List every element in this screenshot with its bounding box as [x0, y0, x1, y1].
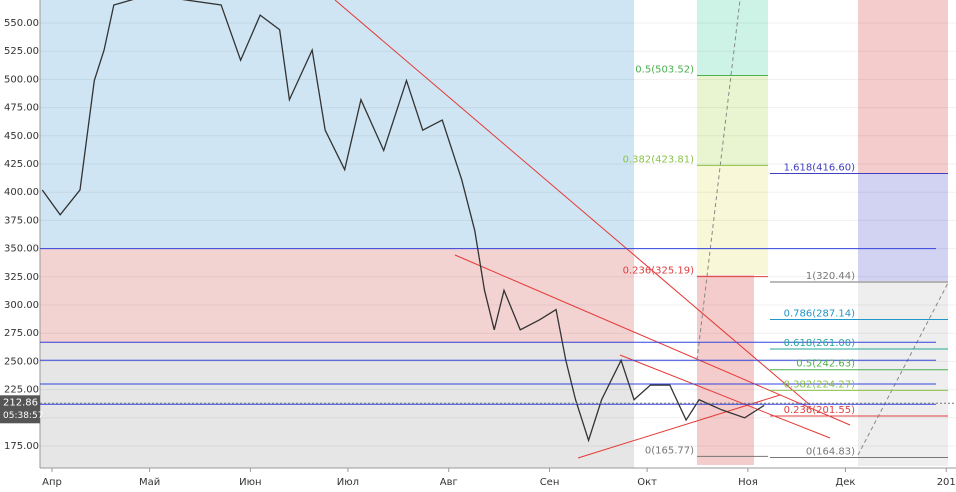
fib-label: 1.618(416.60)	[784, 162, 856, 173]
price-line	[41, 0, 765, 443]
y-tick-label: 275.00	[4, 328, 39, 339]
y-tick-label: 550.00	[4, 18, 39, 29]
fib-label: 0.618(261.00)	[784, 338, 856, 349]
fib-label: 0(165.77)	[645, 445, 694, 456]
fib-label: 0.382(224.27)	[784, 379, 856, 390]
x-tick-label: Ноя	[738, 477, 758, 488]
fib-label: 0(164.83)	[806, 446, 855, 457]
y-tick-label: 300.00	[4, 300, 39, 311]
fib-label: 0.786(287.14)	[784, 309, 856, 320]
x-tick-label: Сен	[540, 477, 560, 488]
y-tick-label: 175.00	[4, 441, 39, 452]
x-tick-label: Май	[139, 477, 160, 488]
y-tick-label: 425.00	[4, 159, 39, 170]
y-tick-label: 250.00	[4, 356, 39, 367]
shading	[40, 0, 949, 468]
y-tick-label: 500.00	[4, 74, 39, 85]
x-tick-label: Дек	[835, 477, 855, 488]
y-tick-label: 350.00	[4, 244, 39, 255]
fib-label: 1(320.44)	[806, 271, 855, 282]
fib-label: 0.5(242.63)	[796, 359, 855, 370]
x-tick-label: Июн	[239, 477, 261, 488]
y-tick-label: 450.00	[4, 131, 39, 142]
x-tick-label: Окт	[637, 477, 657, 488]
x-tick-label: Авг	[440, 477, 458, 488]
x-tick-label: 201	[937, 477, 956, 488]
plot-area: 1.618(572.23)0.5(503.52)0.382(423.81)0.2…	[40, 0, 956, 458]
fib-label: 0.236(201.55)	[784, 405, 856, 416]
y-tick-label: 525.00	[4, 46, 39, 57]
y-tick-label: 400.00	[4, 187, 39, 198]
x-tick-label: Июл	[337, 477, 359, 488]
timer: 05:38:57	[3, 411, 43, 421]
fib-label: 0.236(325.19)	[623, 266, 695, 277]
fib-label: 0.382(423.81)	[623, 154, 695, 165]
y-tick-label: 225.00	[4, 385, 39, 396]
x-tick-label: Апр	[42, 477, 62, 488]
y-tick-label: 375.00	[4, 215, 39, 226]
y-tick-label: 325.00	[4, 272, 39, 283]
fib-label: 0.5(503.52)	[635, 64, 694, 75]
price-badge	[0, 395, 40, 424]
y-tick-label: 475.00	[4, 103, 39, 114]
current-price: 212.86	[3, 397, 38, 408]
